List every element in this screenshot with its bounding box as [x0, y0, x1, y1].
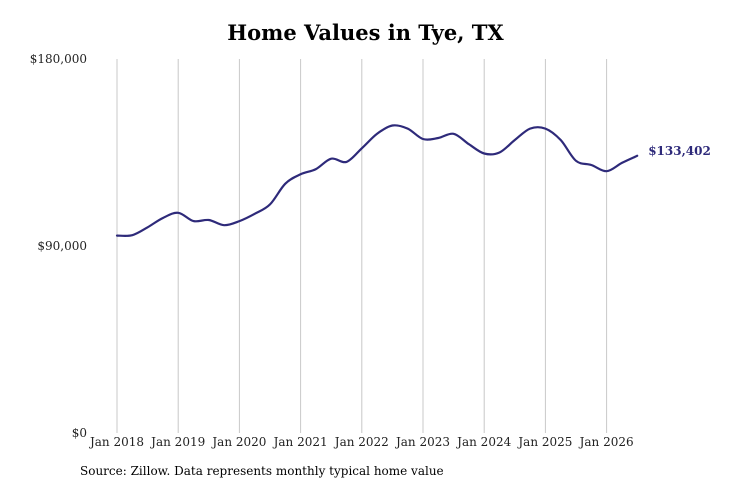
series-line — [115, 124, 639, 238]
y-tick-label: $90,000 — [37, 239, 87, 253]
x-tick-label: Jan 2025 — [516, 435, 572, 449]
x-tick-label: Jan 2018 — [88, 435, 144, 449]
x-tick-label: Jan 2022 — [333, 435, 389, 449]
y-axis-ticks: $0 $90,000 $180,000 — [30, 52, 87, 440]
x-tick-label: Jan 2023 — [394, 435, 450, 449]
grid-lines — [116, 59, 608, 433]
y-tick-label: $180,000 — [30, 52, 87, 66]
y-tick-label: $0 — [72, 426, 87, 440]
x-tick-label: Jan 2020 — [210, 435, 266, 449]
x-tick-label: Jan 2021 — [272, 435, 328, 449]
chart-title: Home Values in Tye, TX — [227, 20, 504, 45]
x-axis-ticks: Jan 2018 Jan 2019 Jan 2020 Jan 2021 Jan 2022… — [88, 435, 634, 449]
end-value-label: $133,402 — [648, 144, 711, 158]
x-tick-label: Jan 2019 — [149, 435, 205, 449]
source-note: Source: Zillow. Data represents monthly … — [80, 464, 444, 478]
x-tick-label: Jan 2026 — [578, 435, 634, 449]
x-tick-label: Jan 2024 — [455, 435, 511, 449]
